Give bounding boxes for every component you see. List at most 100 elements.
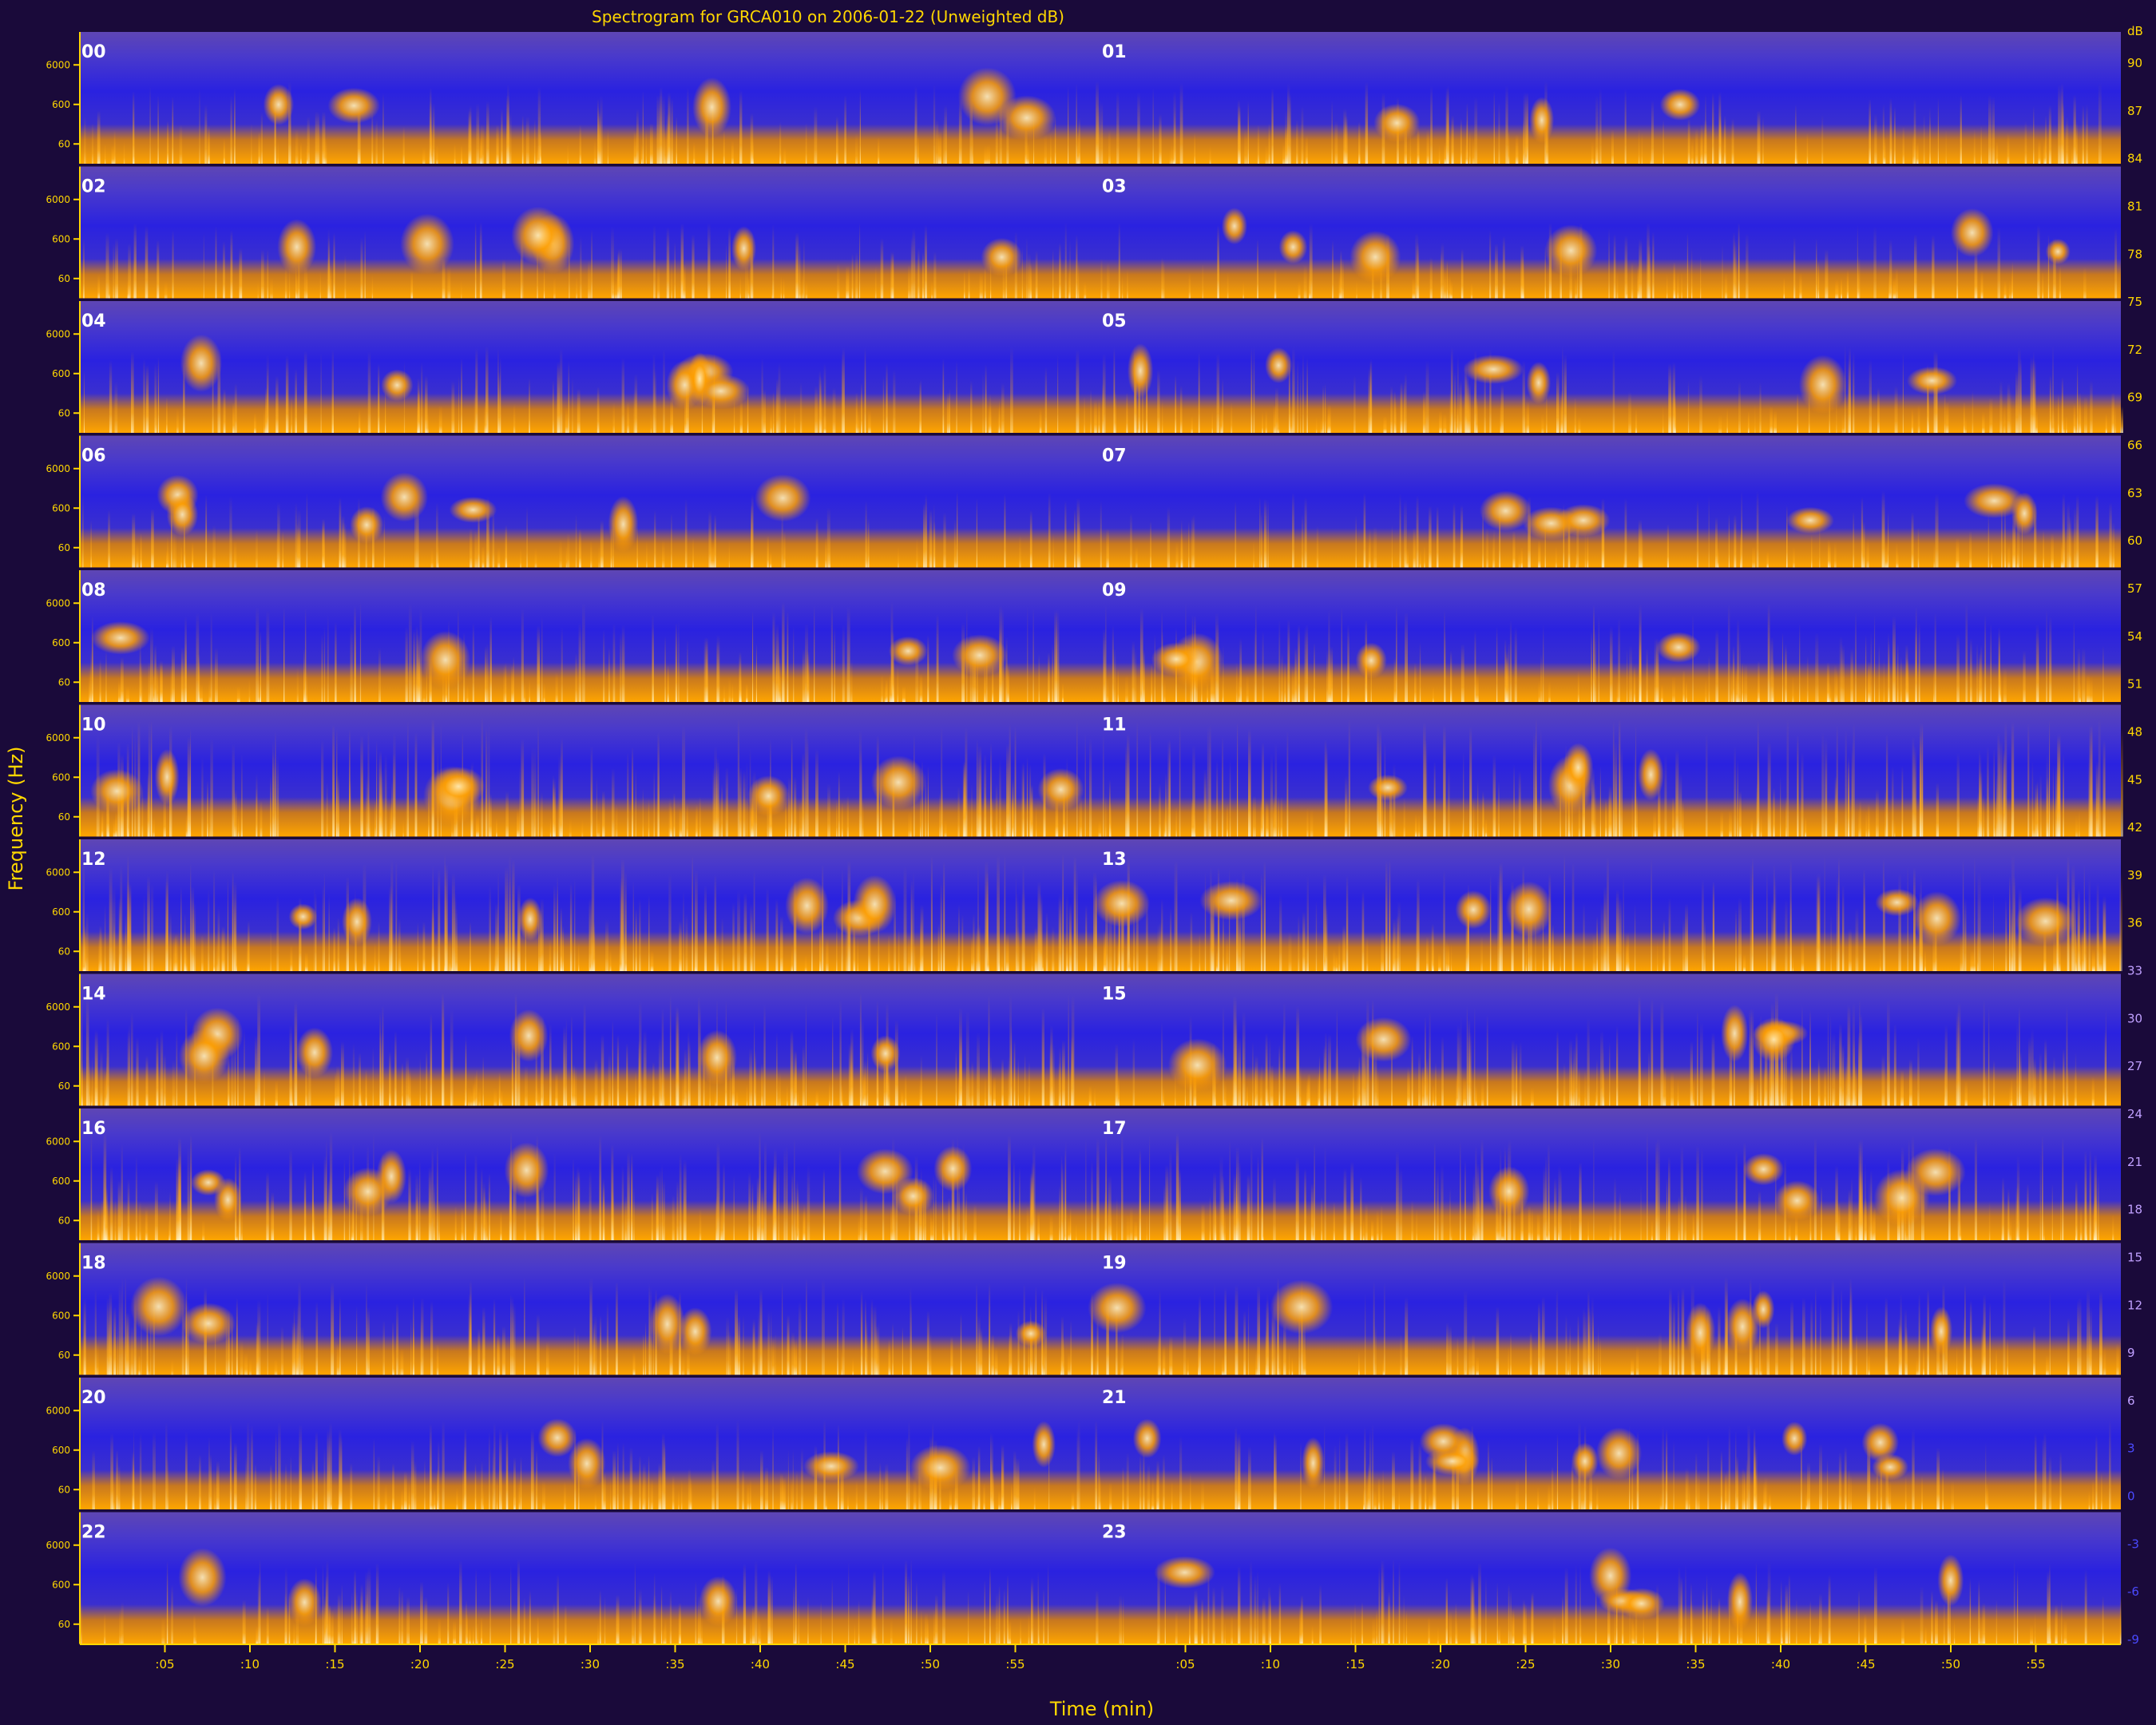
energy-streak xyxy=(1613,233,1616,299)
energy-streak xyxy=(1361,1025,1365,1106)
energy-streak xyxy=(2075,121,2078,164)
energy-streak xyxy=(1100,101,1104,164)
energy-streak xyxy=(1750,863,1753,971)
chart-title: Spectrogram for GRCA010 on 2006-01-22 (U… xyxy=(592,7,1064,26)
energy-streak xyxy=(1667,524,1670,568)
energy-streak xyxy=(678,1489,680,1509)
energy-streak xyxy=(695,815,698,837)
energy-streak xyxy=(208,1436,210,1509)
energy-streak xyxy=(779,121,782,164)
energy-streak xyxy=(2011,722,2015,837)
energy-streak xyxy=(1112,648,1116,702)
energy-streak xyxy=(468,1293,472,1375)
energy-streak xyxy=(1100,500,1102,568)
energy-streak xyxy=(782,601,785,702)
energy-streak xyxy=(1556,1030,1559,1106)
energy-streak xyxy=(1754,1451,1756,1509)
energy-streak xyxy=(92,1450,95,1509)
energy-streak xyxy=(1727,604,1730,702)
energy-streak xyxy=(1037,1211,1040,1240)
energy-streak xyxy=(1023,889,1025,971)
energy-streak xyxy=(1593,783,1596,837)
energy-streak xyxy=(429,101,433,164)
energy-streak xyxy=(1524,406,1526,433)
energy-streak xyxy=(289,1148,292,1240)
energy-streak xyxy=(1841,1289,1842,1375)
energy-streak xyxy=(938,131,941,164)
energy-streak xyxy=(154,399,157,433)
energy-streak xyxy=(557,1574,559,1644)
energy-streak xyxy=(1685,903,1688,971)
energy-streak xyxy=(1735,908,1738,971)
energy-streak xyxy=(929,1354,932,1375)
energy-streak xyxy=(335,1071,337,1106)
energy-streak xyxy=(396,1303,398,1375)
sound-event xyxy=(692,77,731,137)
energy-streak xyxy=(846,907,849,971)
energy-streak xyxy=(360,1198,363,1240)
energy-streak xyxy=(172,527,175,568)
energy-streak xyxy=(419,1160,421,1240)
energy-streak xyxy=(1988,1201,1991,1240)
sound-event xyxy=(2015,897,2076,946)
energy-streak xyxy=(666,227,670,299)
energy-streak xyxy=(1347,625,1349,702)
energy-streak xyxy=(2074,506,2076,568)
energy-streak xyxy=(1065,894,1068,971)
energy-streak xyxy=(2003,1279,2006,1375)
energy-streak xyxy=(90,1134,93,1240)
energy-streak xyxy=(549,939,552,971)
energy-streak xyxy=(221,926,225,971)
energy-streak xyxy=(191,886,195,971)
energy-streak xyxy=(1277,1288,1278,1375)
energy-streak xyxy=(1731,118,1734,164)
energy-streak xyxy=(1425,1058,1429,1106)
energy-streak xyxy=(1140,665,1142,702)
energy-streak xyxy=(1377,1069,1379,1106)
energy-streak xyxy=(139,1434,142,1509)
energy-streak xyxy=(129,884,132,971)
energy-streak xyxy=(505,1430,509,1509)
energy-streak xyxy=(596,819,600,837)
energy-streak xyxy=(141,787,144,837)
energy-streak xyxy=(2060,1191,2062,1240)
energy-streak xyxy=(2090,380,2093,433)
energy-streak xyxy=(275,732,276,837)
energy-streak xyxy=(271,1192,275,1240)
energy-streak xyxy=(1518,550,1520,568)
db-value-label: 84 xyxy=(2127,152,2142,166)
energy-streak xyxy=(807,1596,809,1644)
energy-streak xyxy=(184,511,185,568)
energy-streak xyxy=(1318,1073,1321,1106)
energy-streak xyxy=(1004,855,1006,971)
energy-streak xyxy=(597,108,600,164)
energy-streak xyxy=(1302,1320,1306,1375)
energy-streak xyxy=(1932,930,1936,971)
sound-event xyxy=(90,769,144,814)
energy-streak xyxy=(454,1206,457,1240)
energy-streak xyxy=(725,767,728,837)
energy-streak xyxy=(537,1179,540,1240)
energy-streak xyxy=(1069,1208,1072,1240)
energy-streak xyxy=(1032,608,1034,702)
energy-streak xyxy=(1227,803,1228,837)
energy-streak xyxy=(2065,116,2069,164)
energy-streak xyxy=(1944,1025,1948,1106)
sound-event xyxy=(179,1029,230,1084)
energy-streak xyxy=(1022,761,1024,837)
energy-streak xyxy=(425,375,428,433)
energy-streak xyxy=(1690,1601,1694,1644)
energy-streak xyxy=(331,1282,335,1375)
energy-streak xyxy=(1095,1352,1097,1375)
energy-streak xyxy=(1019,1166,1021,1240)
energy-streak xyxy=(1028,1061,1030,1106)
energy-streak xyxy=(314,886,315,971)
energy-streak xyxy=(110,1433,113,1509)
energy-streak xyxy=(136,1037,139,1106)
energy-streak xyxy=(2079,940,2082,971)
energy-streak xyxy=(1600,1030,1603,1106)
energy-streak xyxy=(683,890,684,971)
energy-streak xyxy=(1635,795,1638,837)
energy-streak xyxy=(1262,411,1263,433)
